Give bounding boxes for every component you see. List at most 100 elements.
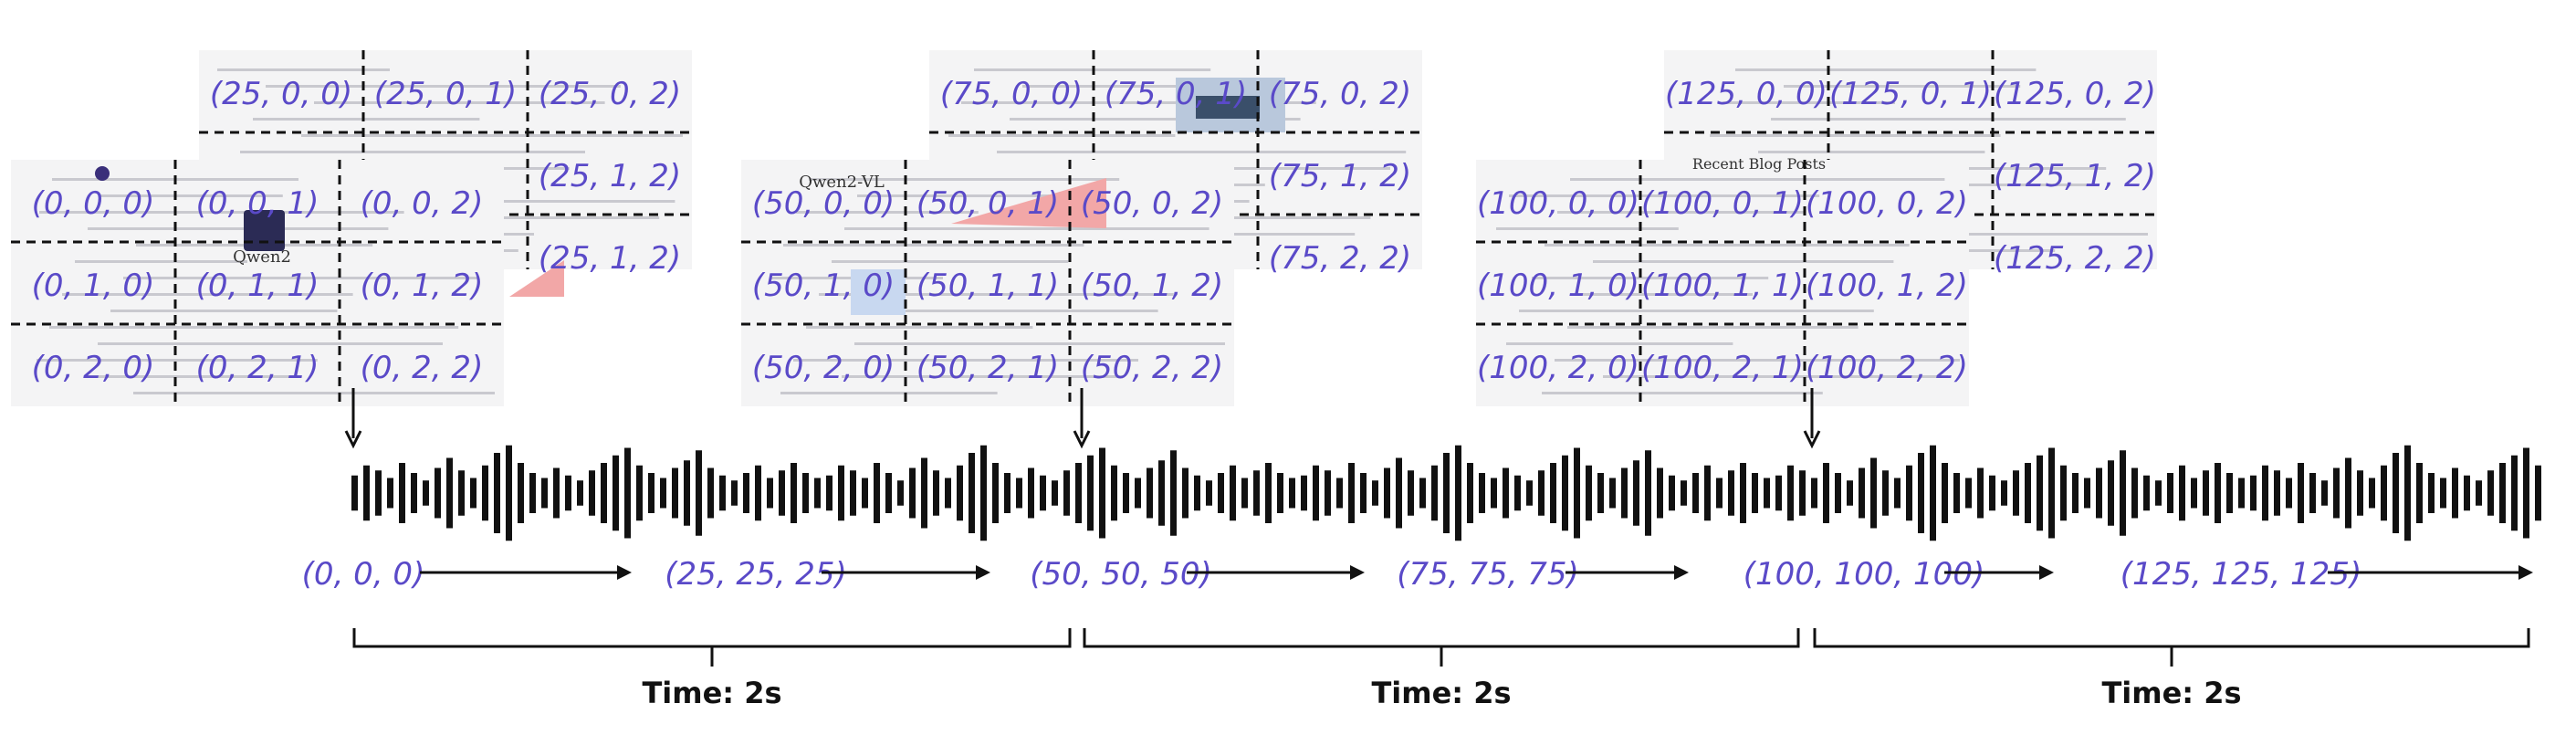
front-frame-grid bbox=[1476, 160, 1969, 406]
front-cell-position-label: (100, 0, 2) bbox=[1806, 185, 1968, 222]
waveform-bar bbox=[1123, 473, 1129, 513]
timeline-position-label: (100, 100, 100) bbox=[1744, 556, 1984, 593]
waveform-bar bbox=[2048, 447, 2055, 539]
waveform-bar bbox=[672, 467, 678, 519]
front-frame: Recent Blog Posts(100, 0, 0) (100, 0, 1)(… bbox=[1476, 155, 1969, 406]
waveform-bar bbox=[1443, 453, 1450, 533]
waveform-bar bbox=[2274, 470, 2280, 516]
waveform-bar bbox=[2191, 478, 2197, 509]
waveform-bar bbox=[2393, 453, 2399, 533]
waveform-bar bbox=[969, 453, 975, 533]
image-accent bbox=[1196, 96, 1260, 119]
waveform-bar bbox=[601, 463, 607, 523]
page-text-line bbox=[867, 310, 1158, 312]
page-text-line bbox=[1545, 244, 1910, 247]
waveform-bar bbox=[1550, 463, 1556, 523]
page-text-line bbox=[961, 101, 1316, 104]
waveform-bar bbox=[1253, 470, 1260, 516]
waveform-bar bbox=[1075, 463, 1082, 523]
waveform-bar bbox=[1562, 455, 1568, 531]
timeline-position-label: (125, 125, 125) bbox=[2120, 556, 2361, 593]
front-frame-grid bbox=[11, 160, 504, 406]
page-text-line bbox=[49, 326, 459, 329]
waveform-bar bbox=[399, 463, 405, 523]
waveform-bar bbox=[1182, 467, 1189, 519]
waveform-bar bbox=[1645, 450, 1651, 536]
waveform-bar bbox=[802, 473, 809, 513]
waveform-bar bbox=[2179, 465, 2185, 521]
back-cell-position-label: (125, 0, 1) bbox=[1829, 76, 1992, 112]
waveform-bar bbox=[850, 470, 856, 516]
waveform-bar bbox=[1028, 467, 1034, 519]
page-text-line bbox=[100, 194, 283, 197]
waveform-bar bbox=[2499, 463, 2506, 523]
waveform-bar bbox=[2250, 475, 2257, 511]
waveform-bar bbox=[719, 475, 726, 511]
page-text-line bbox=[780, 392, 998, 394]
back-cell-position-label: (25, 0, 0) bbox=[210, 76, 352, 112]
page-text-line bbox=[1784, 85, 2021, 88]
waveform-bar bbox=[1989, 475, 1995, 511]
waveform-bar bbox=[1360, 473, 1367, 513]
waveform-bar bbox=[2238, 478, 2245, 509]
waveform-bar bbox=[1574, 447, 1580, 539]
chart-accent bbox=[509, 260, 564, 297]
waveform-bar bbox=[1467, 463, 1473, 523]
waveform-bar bbox=[435, 467, 441, 519]
waveform-bar bbox=[2321, 480, 2328, 506]
waveform-bar bbox=[1823, 463, 1829, 523]
waveform-bar bbox=[767, 478, 773, 509]
page-text-line bbox=[98, 342, 443, 345]
waveform-bar bbox=[494, 453, 500, 533]
waveform-bar bbox=[2131, 467, 2138, 519]
waveform-bar bbox=[2464, 475, 2470, 511]
waveform-bar bbox=[2511, 455, 2518, 531]
waveform-bar bbox=[1052, 480, 1058, 506]
waveform-bar bbox=[1870, 457, 1877, 529]
waveform-bar bbox=[1918, 453, 1924, 533]
front-cell-position-label: (100, 0, 0) bbox=[1477, 185, 1639, 222]
page-text-line bbox=[1567, 326, 1859, 329]
waveform-bar bbox=[458, 470, 465, 516]
waveform-bar bbox=[2298, 463, 2304, 523]
time-brace bbox=[1813, 628, 2530, 667]
page-text-line bbox=[1010, 118, 1301, 121]
waveform-bar bbox=[1277, 473, 1283, 513]
page-text-line bbox=[1735, 68, 2037, 71]
qwen-logo-icon bbox=[244, 210, 285, 251]
waveform-bar bbox=[636, 465, 643, 521]
waveform-bar bbox=[2060, 465, 2067, 521]
time-brace bbox=[352, 628, 1072, 667]
waveform-bar bbox=[1621, 467, 1628, 519]
timeline-position-label: (50, 50, 50) bbox=[1030, 556, 1212, 593]
page-text-line bbox=[75, 260, 247, 263]
waveform-bar bbox=[2428, 473, 2435, 513]
waveform-bar bbox=[874, 463, 880, 523]
arrow-right-icon bbox=[1674, 565, 1689, 580]
waveform-bar bbox=[1942, 463, 1948, 523]
waveform-bar bbox=[2013, 470, 2019, 516]
waveform-bar bbox=[980, 445, 987, 541]
waveform-bar bbox=[2381, 465, 2387, 521]
waveform-bar bbox=[826, 475, 832, 511]
waveform-bar bbox=[1135, 478, 1141, 509]
waveform-bar bbox=[743, 473, 749, 513]
page-text-line bbox=[832, 260, 1069, 263]
page-text-line bbox=[854, 342, 1225, 345]
arrow-right-icon bbox=[2518, 565, 2533, 580]
front-cell-position-label: (50, 2, 0) bbox=[752, 350, 895, 386]
waveform-bar bbox=[1692, 473, 1699, 513]
waveform-bar bbox=[1681, 480, 1687, 506]
waveform-bar bbox=[518, 463, 524, 523]
waveform-bar bbox=[2143, 475, 2150, 511]
waveform-bar bbox=[945, 478, 951, 509]
back-cell-position-label: (125, 1, 2) bbox=[1994, 158, 2156, 194]
waveform-bar bbox=[1526, 480, 1533, 506]
waveform-bar bbox=[1859, 467, 1865, 519]
waveform-bar bbox=[1799, 470, 1806, 516]
waveform-bar bbox=[2345, 457, 2351, 529]
waveform-bar bbox=[351, 475, 358, 511]
waveform-bar bbox=[1147, 467, 1153, 519]
position-timeline: (0, 0, 0) (25, 25, 25) (50, 50, 50) (75, 75… bbox=[302, 556, 2533, 593]
waveform-bar bbox=[446, 457, 453, 529]
